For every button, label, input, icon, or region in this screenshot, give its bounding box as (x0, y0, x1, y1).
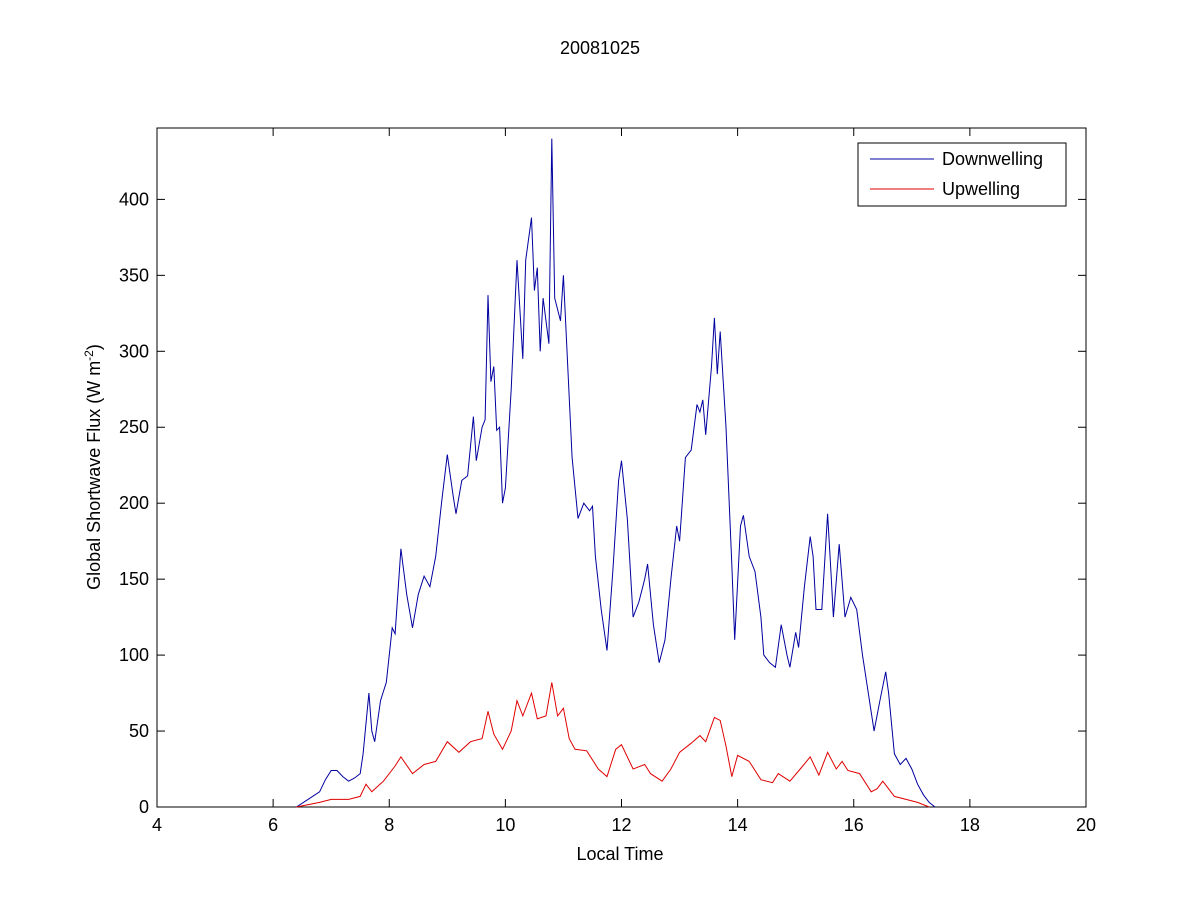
x-tick-label: 12 (611, 815, 631, 835)
x-tick-label: 16 (844, 815, 864, 835)
plot-area (156, 127, 1087, 808)
legend-label: Downwelling (942, 149, 1043, 169)
x-tick-label: 8 (384, 815, 394, 835)
x-tick-label: 10 (495, 815, 515, 835)
y-axis-label: Global Shortwave Flux (W m-2) (82, 344, 104, 590)
x-tick-label: 14 (728, 815, 748, 835)
x-tick-label: 4 (152, 815, 162, 835)
y-tick-label: 100 (119, 645, 149, 665)
y-axis-label-text: Global Shortwave Flux (W m (84, 361, 104, 590)
y-tick-label: 150 (119, 569, 149, 589)
y-tick-label: 250 (119, 417, 149, 437)
line-series (296, 138, 936, 808)
y-tick-label: 300 (119, 341, 149, 361)
legend-label: Upwelling (942, 179, 1020, 199)
y-tick-label: 0 (139, 797, 149, 817)
chart-title: 20081025 (560, 38, 640, 58)
y-tick-label: 350 (119, 265, 149, 285)
x-tick-label: 6 (268, 815, 278, 835)
y-tick-label: 400 (119, 189, 149, 209)
y-tick-label: 200 (119, 493, 149, 513)
line-series (296, 682, 930, 808)
x-tick-label: 20 (1076, 815, 1096, 835)
y-axis-label-sup: -2 (82, 350, 96, 361)
y-tick-label: 50 (129, 721, 149, 741)
x-tick-label: 18 (960, 815, 980, 835)
x-axis-label: Local Time (576, 844, 663, 864)
legend-box (857, 142, 1067, 207)
y-axis-label-end: ) (84, 344, 104, 350)
